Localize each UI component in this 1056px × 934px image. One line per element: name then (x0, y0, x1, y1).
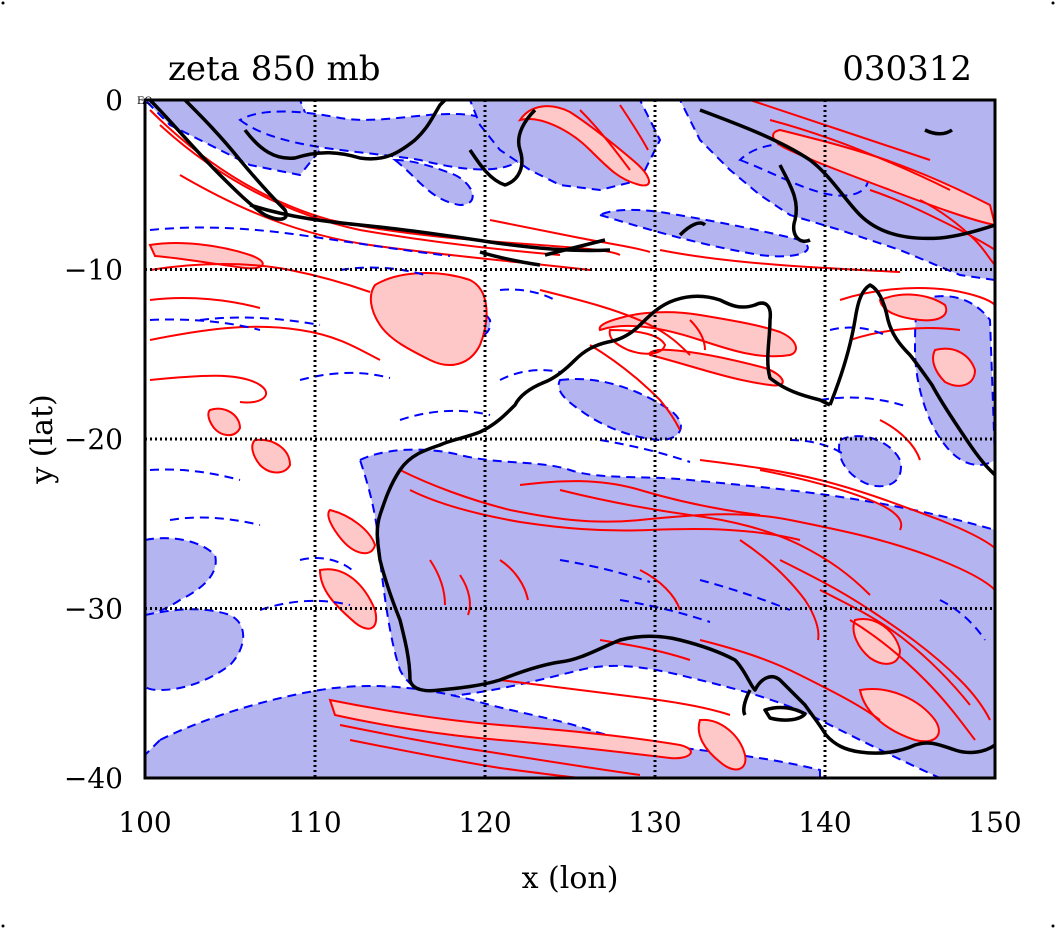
y-axis-ticks: −40 −30 −20 −10 0 (64, 84, 123, 795)
corner-mark (1051, 1, 1055, 5)
gridlines (145, 100, 995, 778)
x-tick-label: 140 (798, 806, 851, 839)
x-axis-label: x (lon) (522, 861, 619, 896)
positive-contour-lines (149, 100, 995, 778)
y-tick-label: −20 (64, 423, 123, 456)
x-tick-label: 110 (288, 806, 341, 839)
y-tick-label: −40 (64, 762, 123, 795)
corner-mark (1, 924, 5, 928)
positive-vorticity-fill (148, 105, 995, 771)
y-tick-label: −10 (64, 254, 123, 287)
x-tick-label: 100 (118, 806, 171, 839)
x-tick-label: 150 (968, 806, 1021, 839)
x-tick-label: 120 (458, 806, 511, 839)
date-code: 030312 (842, 49, 972, 89)
x-tick-label: 130 (628, 806, 681, 839)
y-tick-label: 0 (105, 84, 123, 117)
y-axis-label: y (lat) (25, 394, 60, 484)
chart-title: zeta 850 mb (168, 49, 380, 89)
equator-marker: EQ (137, 96, 153, 107)
corner-mark (1, 1, 5, 5)
corner-mark (1051, 924, 1055, 928)
y-tick-label: −30 (64, 593, 123, 626)
plot-frame (143, 98, 997, 780)
negative-contour-lines (149, 226, 986, 641)
x-axis-ticks: 100 110 120 130 140 150 (118, 806, 1021, 839)
contour-field (145, 100, 995, 778)
coastlines (148, 100, 995, 755)
